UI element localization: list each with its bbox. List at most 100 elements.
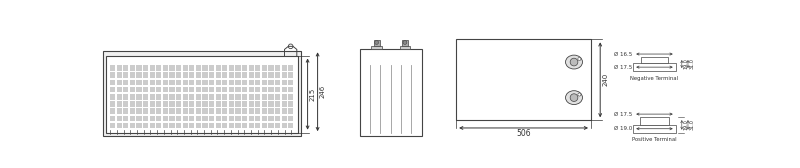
Bar bbox=[117, 87, 122, 92]
Bar bbox=[190, 116, 194, 121]
Bar bbox=[255, 72, 261, 78]
Bar bbox=[150, 101, 155, 107]
Bar bbox=[163, 101, 168, 107]
Bar bbox=[170, 101, 174, 107]
Bar bbox=[196, 101, 201, 107]
Bar bbox=[249, 72, 254, 78]
Bar bbox=[170, 94, 174, 100]
Bar bbox=[288, 94, 294, 100]
Bar bbox=[137, 101, 142, 107]
Text: 19.0: 19.0 bbox=[683, 59, 688, 69]
Bar bbox=[123, 72, 129, 78]
Bar bbox=[399, 46, 410, 49]
Bar bbox=[137, 116, 142, 121]
Bar bbox=[209, 94, 214, 100]
Bar bbox=[262, 87, 267, 92]
Bar bbox=[196, 65, 201, 71]
Bar bbox=[143, 65, 148, 71]
Bar bbox=[117, 65, 122, 71]
Bar bbox=[137, 87, 142, 92]
Bar bbox=[249, 116, 254, 121]
Bar bbox=[143, 72, 148, 78]
Bar bbox=[229, 87, 234, 92]
Bar bbox=[163, 108, 168, 114]
Bar bbox=[150, 116, 155, 121]
Bar bbox=[282, 123, 287, 128]
Bar bbox=[150, 72, 155, 78]
Bar bbox=[229, 116, 234, 121]
Bar bbox=[123, 116, 129, 121]
Bar bbox=[249, 65, 254, 71]
Bar bbox=[137, 65, 142, 71]
Text: Ø 17.5: Ø 17.5 bbox=[614, 112, 632, 117]
Bar bbox=[216, 72, 221, 78]
Bar bbox=[123, 101, 129, 107]
Bar bbox=[216, 94, 221, 100]
Bar bbox=[143, 80, 148, 85]
Bar bbox=[262, 72, 267, 78]
Bar bbox=[242, 80, 247, 85]
Bar bbox=[360, 49, 422, 63]
Bar bbox=[282, 72, 287, 78]
Bar bbox=[110, 65, 115, 71]
Bar bbox=[190, 94, 194, 100]
Bar bbox=[255, 80, 261, 85]
Bar bbox=[130, 116, 135, 121]
Text: 31.0: 31.0 bbox=[690, 119, 694, 130]
Bar bbox=[110, 94, 115, 100]
Bar bbox=[176, 72, 182, 78]
Bar bbox=[190, 87, 194, 92]
Bar bbox=[176, 101, 182, 107]
Bar bbox=[222, 123, 227, 128]
Bar bbox=[255, 108, 261, 114]
Bar bbox=[117, 80, 122, 85]
Bar bbox=[209, 123, 214, 128]
Circle shape bbox=[288, 44, 293, 49]
Bar bbox=[242, 72, 247, 78]
Bar bbox=[202, 123, 208, 128]
Bar bbox=[110, 116, 115, 121]
Bar bbox=[182, 72, 188, 78]
Bar bbox=[269, 94, 274, 100]
Bar bbox=[242, 101, 247, 107]
Bar bbox=[282, 116, 287, 121]
Bar bbox=[242, 116, 247, 121]
Text: 246: 246 bbox=[320, 85, 326, 98]
Bar bbox=[163, 80, 168, 85]
Bar bbox=[130, 101, 135, 107]
Bar bbox=[110, 108, 115, 114]
Bar bbox=[216, 80, 221, 85]
Bar bbox=[110, 72, 115, 78]
Bar bbox=[163, 87, 168, 92]
Bar bbox=[229, 101, 234, 107]
Bar bbox=[202, 87, 208, 92]
Bar bbox=[156, 101, 162, 107]
Bar bbox=[222, 80, 227, 85]
Bar bbox=[176, 123, 182, 128]
Bar bbox=[235, 65, 241, 71]
Ellipse shape bbox=[566, 55, 582, 69]
Bar bbox=[222, 87, 227, 92]
Bar bbox=[242, 123, 247, 128]
Bar bbox=[269, 116, 274, 121]
Bar bbox=[374, 40, 380, 46]
Bar bbox=[137, 72, 142, 78]
Bar bbox=[143, 94, 148, 100]
Bar bbox=[262, 94, 267, 100]
Bar bbox=[176, 65, 182, 71]
Bar bbox=[288, 108, 294, 114]
Bar bbox=[262, 108, 267, 114]
Bar bbox=[163, 123, 168, 128]
Bar bbox=[123, 87, 129, 92]
Bar bbox=[117, 116, 122, 121]
Bar bbox=[156, 94, 162, 100]
Bar bbox=[202, 108, 208, 114]
Bar bbox=[117, 72, 122, 78]
Bar bbox=[275, 123, 280, 128]
Bar bbox=[117, 101, 122, 107]
Bar bbox=[202, 116, 208, 121]
Bar bbox=[137, 80, 142, 85]
Bar bbox=[163, 72, 168, 78]
Bar bbox=[150, 80, 155, 85]
Bar bbox=[130, 65, 135, 71]
